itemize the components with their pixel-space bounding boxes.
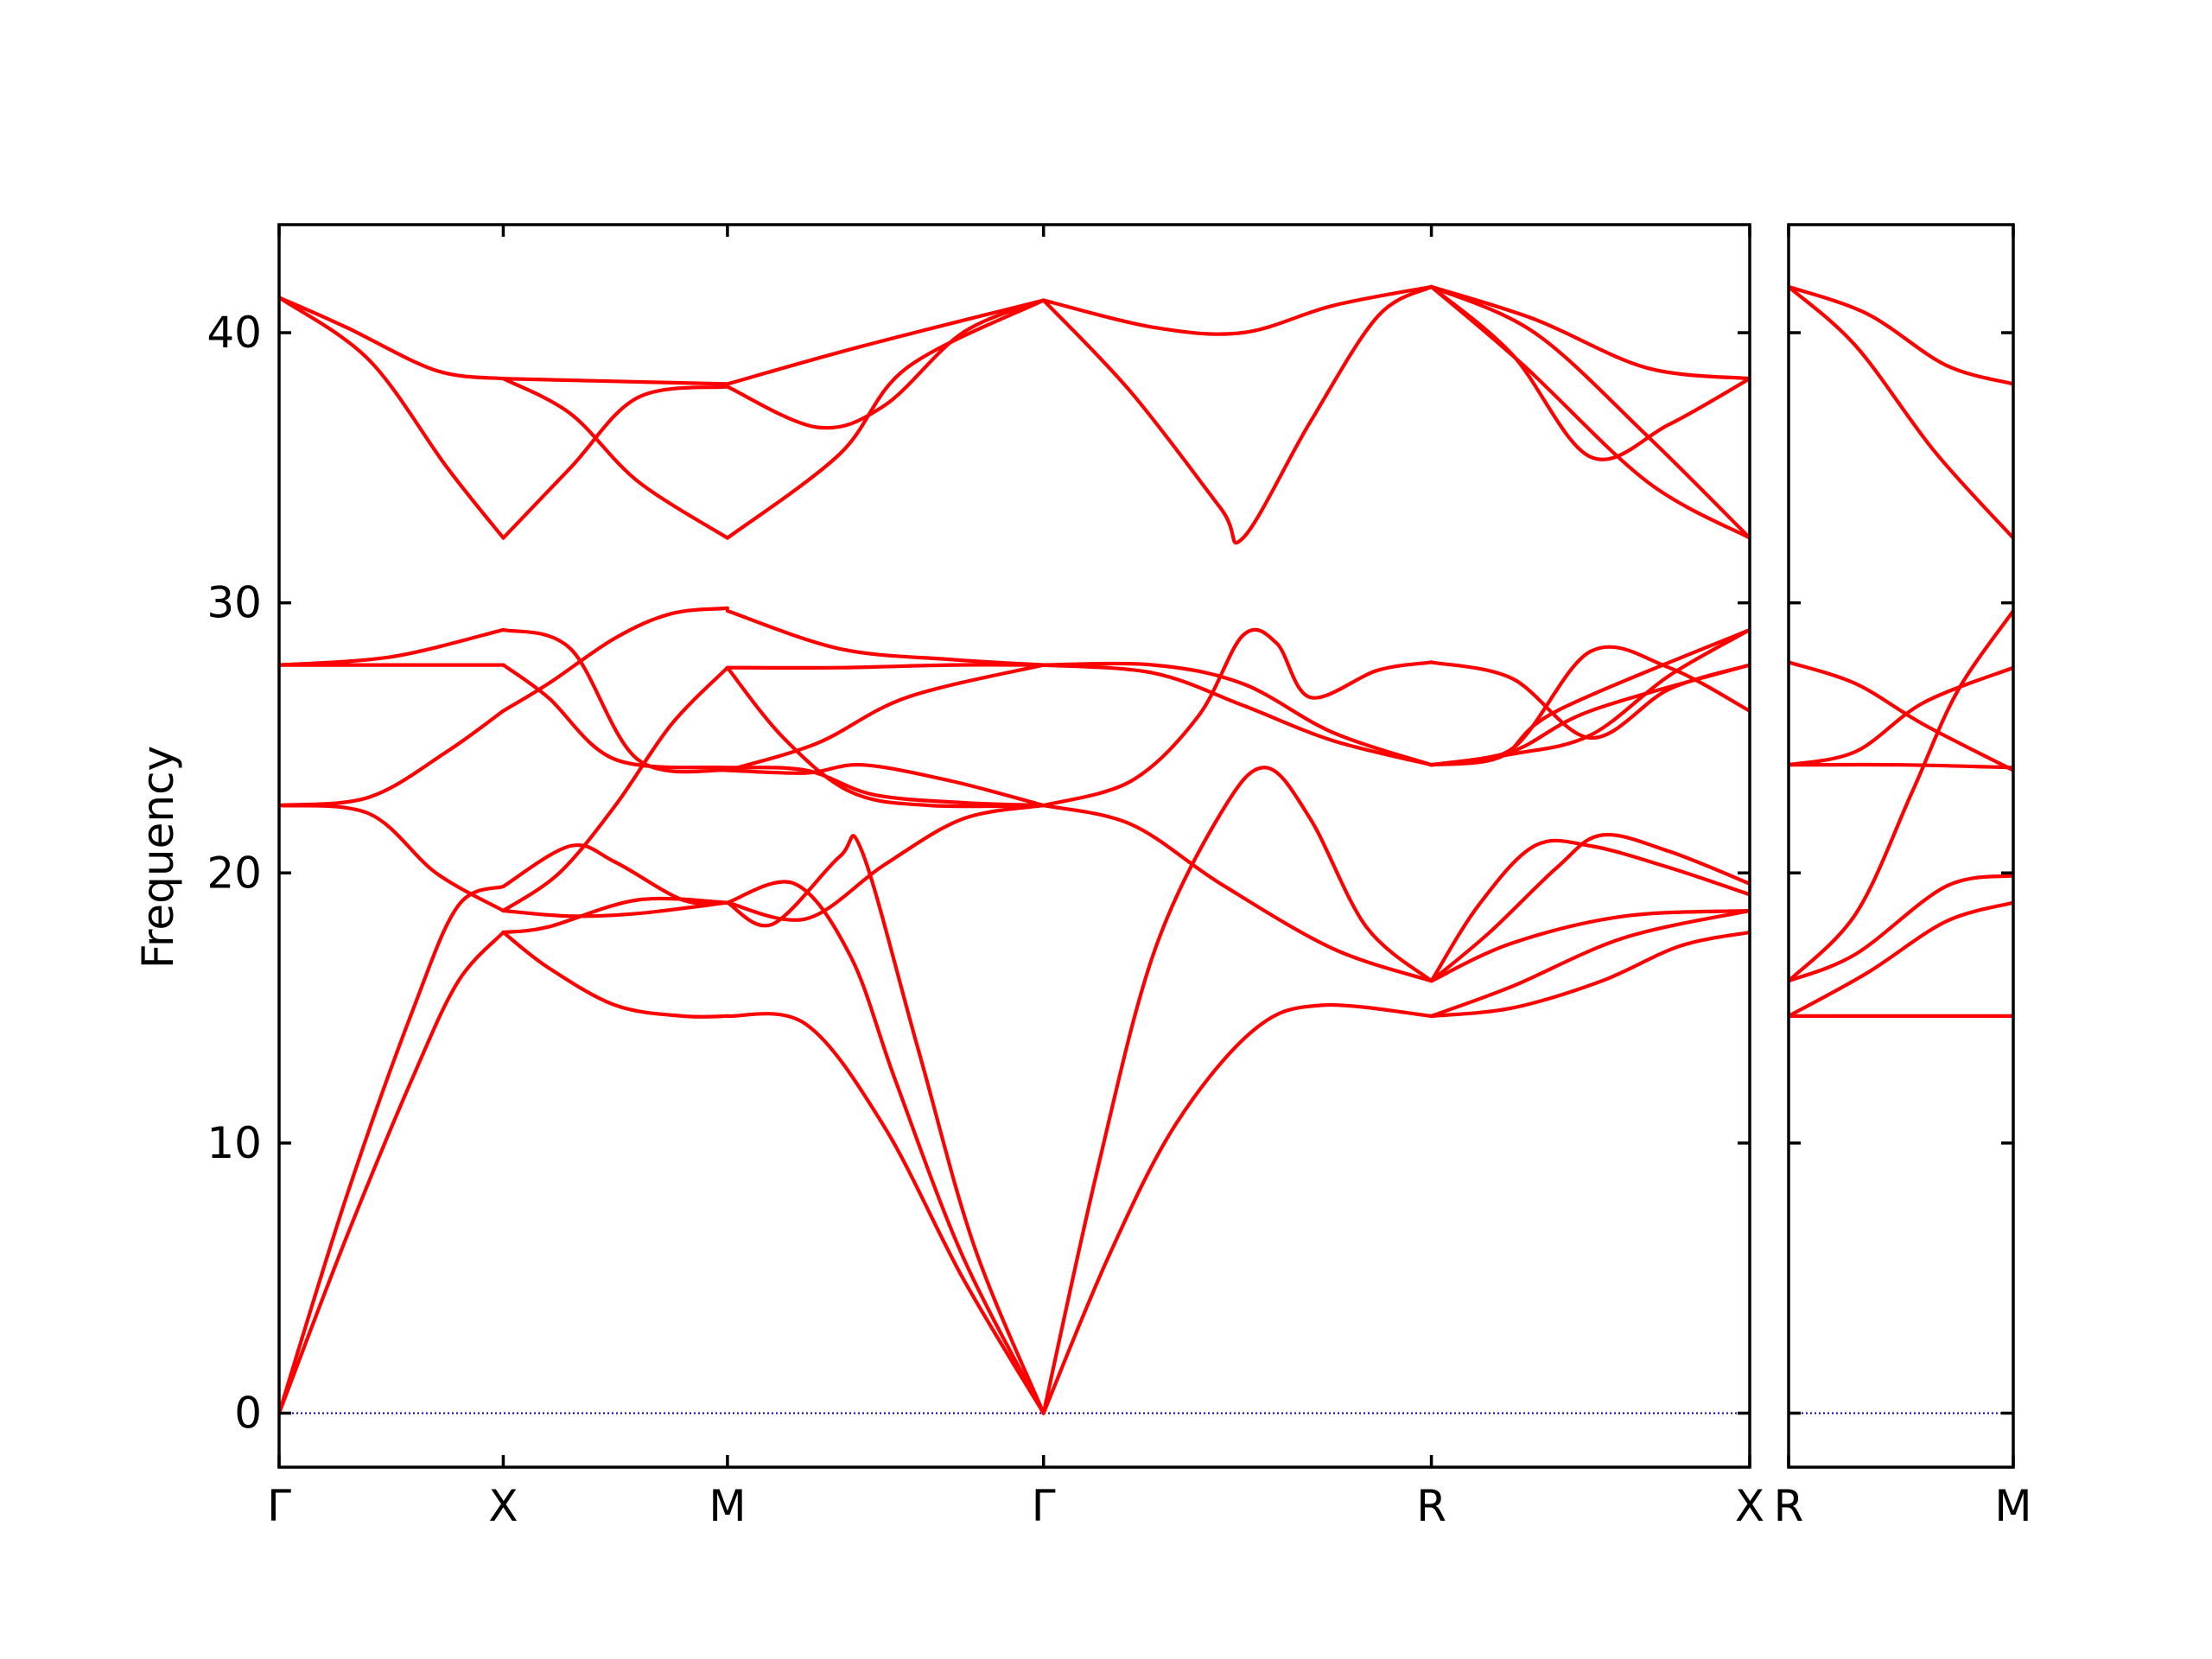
band-line-32 (725, 298, 1046, 540)
band-line-30 (725, 298, 1046, 386)
x-tick-label: X (488, 1481, 518, 1531)
y-tick-label: 30 (207, 578, 262, 628)
band-line-17 (501, 385, 729, 540)
band-line-41 (1429, 930, 1750, 1018)
y-tick-label: 10 (207, 1118, 262, 1168)
band-line-53 (1429, 284, 1750, 461)
band-line-5 (1789, 665, 2013, 767)
band-line-24 (725, 766, 1046, 808)
band-line-45 (1429, 832, 1750, 983)
band-line-6 (1789, 762, 2013, 770)
band-line-21 (725, 880, 1046, 1415)
x-tick-label: M (709, 1481, 746, 1531)
band-line-52 (1429, 284, 1750, 540)
x-tick-label: Γ (267, 1481, 291, 1531)
band-line-44 (1429, 838, 1750, 983)
y-tick-label: 20 (207, 848, 262, 898)
band-line-9 (501, 930, 729, 1019)
band-line-40 (1041, 284, 1433, 545)
band-line-20 (725, 1012, 1046, 1415)
band-line-26 (725, 665, 1046, 809)
band-line-6 (279, 627, 505, 667)
band-line-38 (1041, 663, 1433, 767)
band-line-2 (1789, 900, 2013, 1018)
band-line-50 (1429, 660, 1750, 741)
panel-1: 0 10 20 30 40 Γ X M Γ R X (207, 223, 1764, 1531)
band-line-29 (725, 608, 1046, 667)
band-line-4 (1789, 608, 2013, 983)
y-tick-label: 0 (234, 1388, 262, 1438)
band-line-22 (725, 834, 1046, 1415)
band-line-8 (1789, 284, 2013, 386)
band-line-31 (725, 298, 1046, 430)
y-axis-label: Frequency (133, 746, 183, 969)
band-line-39 (1041, 284, 1433, 336)
band-line-33 (1041, 766, 1433, 1415)
axes-frame (277, 223, 1751, 1469)
band-line-3 (1789, 874, 2013, 983)
band-line-25 (725, 762, 1046, 808)
band-line-34 (1041, 1002, 1433, 1415)
band-line-9 (1789, 284, 2013, 540)
band-line-23 (725, 804, 1046, 922)
band-line-19 (501, 377, 729, 386)
band-line-3 (279, 804, 505, 913)
band-line-11 (501, 900, 729, 918)
band-line-2 (279, 884, 505, 1415)
x-tick-label: M (1994, 1481, 2031, 1531)
band-line-12 (501, 842, 729, 906)
band-line-15 (501, 663, 729, 770)
band-line-49 (1429, 627, 1750, 767)
band-lines (279, 284, 1750, 1415)
band-line-13 (501, 665, 729, 913)
band-line-48 (1429, 627, 1750, 767)
band-line-37 (1041, 661, 1433, 767)
x-tick-label: R (1774, 1481, 1804, 1531)
band-line-46 (1429, 645, 1750, 767)
band-line-10 (501, 896, 729, 935)
band-line-28 (725, 663, 1046, 772)
band-line-43 (1429, 908, 1750, 983)
band-line-7 (1789, 660, 2013, 772)
band-line-42 (1429, 908, 1750, 1018)
x-tick-label: Γ (1032, 1481, 1056, 1531)
band-line-7 (279, 296, 505, 540)
band-line-36 (1041, 627, 1433, 808)
band-lines (1789, 284, 2013, 1019)
band-line-18 (501, 377, 729, 540)
band-line-51 (1429, 284, 1750, 381)
band-line-8 (279, 296, 505, 381)
axes-frame (1787, 223, 2015, 1469)
band-line-4 (279, 709, 505, 808)
band-line-47 (1429, 663, 1750, 767)
band-line-14 (501, 606, 729, 713)
x-tick-label: R (1416, 1481, 1446, 1531)
band-line-54 (1429, 284, 1750, 540)
band-line-35 (1041, 804, 1433, 983)
band-line-27 (725, 663, 1046, 671)
x-tick-label: X (1735, 1481, 1764, 1531)
band-line-16 (501, 627, 729, 774)
y-tick-label: 40 (207, 308, 262, 358)
band-line-1 (279, 930, 505, 1415)
